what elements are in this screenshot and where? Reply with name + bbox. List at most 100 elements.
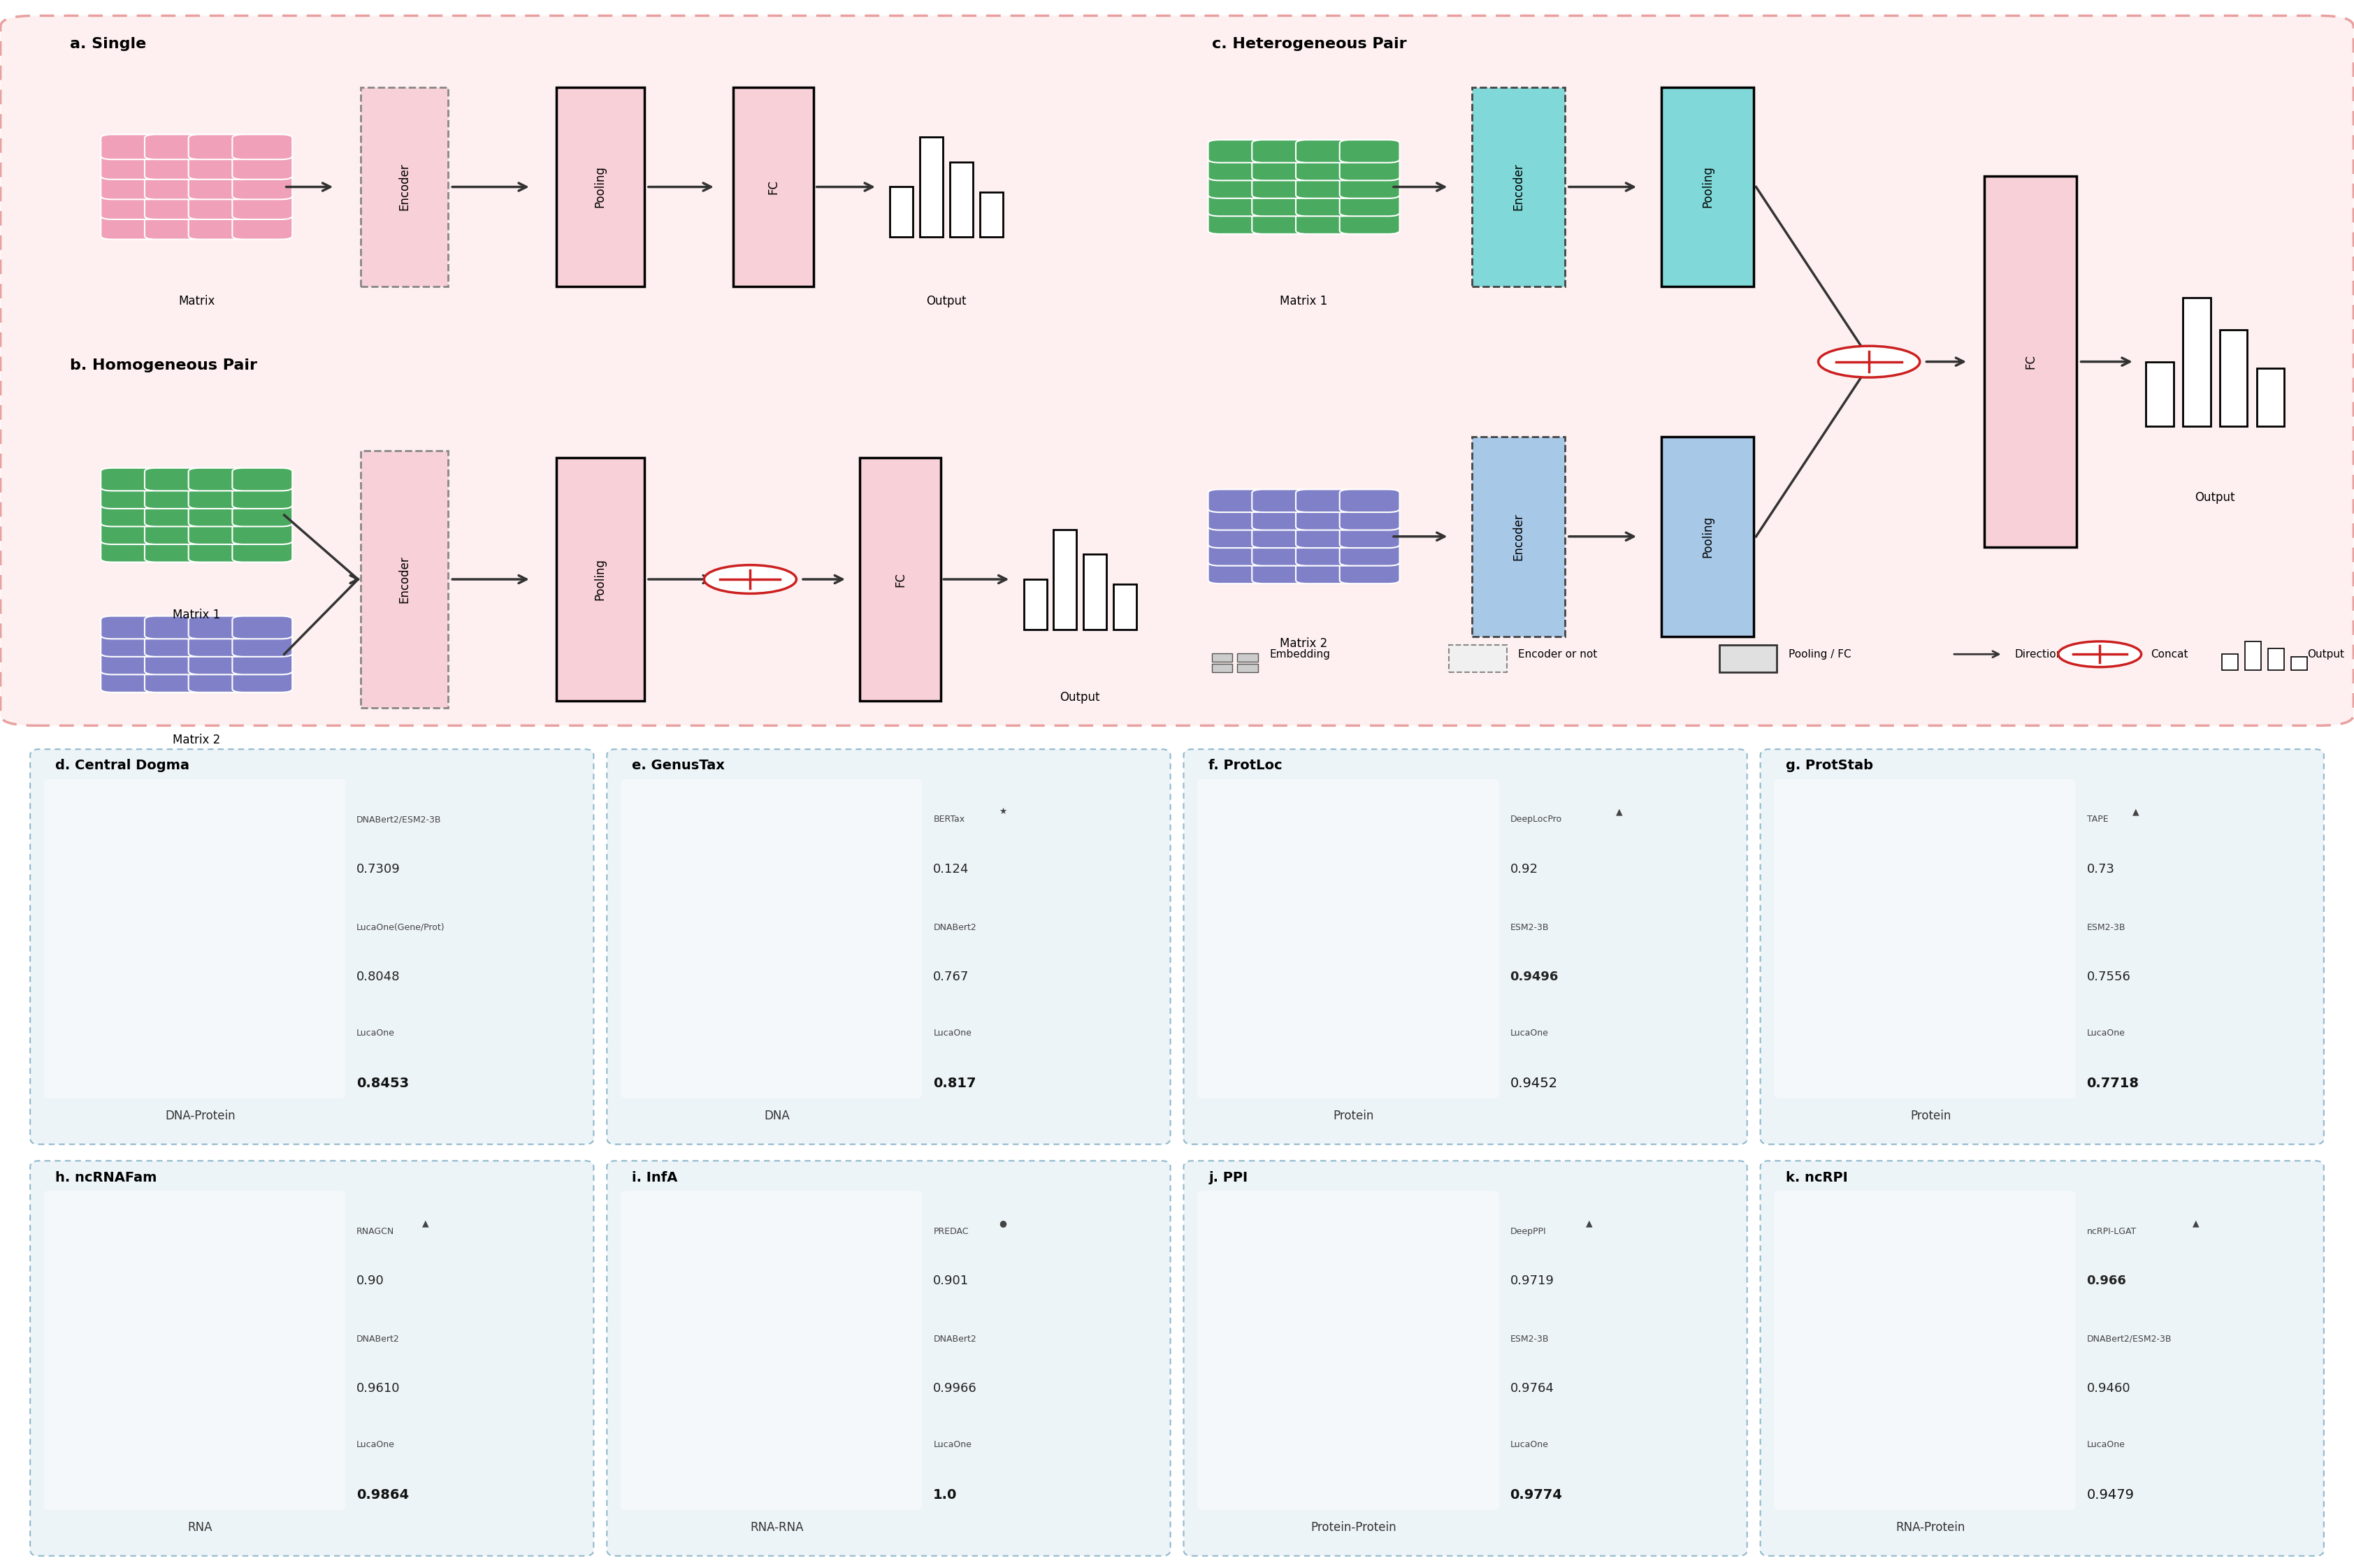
FancyBboxPatch shape — [144, 652, 205, 674]
Circle shape — [1817, 347, 1921, 378]
FancyBboxPatch shape — [144, 539, 205, 563]
Text: e. GenusTax: e. GenusTax — [631, 759, 725, 773]
FancyBboxPatch shape — [621, 779, 923, 1099]
Text: DNABert2: DNABert2 — [932, 1334, 977, 1344]
FancyBboxPatch shape — [233, 633, 292, 657]
FancyBboxPatch shape — [1252, 489, 1311, 513]
Text: DNA: DNA — [765, 1110, 791, 1123]
Text: DNABert2: DNABert2 — [355, 1334, 400, 1344]
FancyBboxPatch shape — [188, 174, 250, 199]
Text: a. Single: a. Single — [71, 38, 146, 52]
FancyBboxPatch shape — [859, 458, 942, 701]
Text: 0.7309: 0.7309 — [355, 862, 400, 875]
Bar — [2257, 368, 2283, 426]
FancyBboxPatch shape — [1208, 525, 1269, 547]
Text: 1.0: 1.0 — [932, 1488, 958, 1501]
Text: LucaOne: LucaOne — [355, 1439, 395, 1449]
Text: h. ncRNAFam: h. ncRNAFam — [54, 1171, 158, 1184]
FancyBboxPatch shape — [188, 503, 250, 527]
FancyBboxPatch shape — [144, 486, 205, 508]
FancyBboxPatch shape — [188, 633, 250, 657]
Text: j. PPI: j. PPI — [1208, 1171, 1248, 1184]
FancyBboxPatch shape — [360, 452, 447, 707]
Text: TAPE: TAPE — [2086, 815, 2109, 825]
Text: i. InfA: i. InfA — [631, 1171, 678, 1184]
Text: Embedding: Embedding — [1269, 649, 1330, 660]
FancyBboxPatch shape — [1718, 644, 1777, 673]
FancyBboxPatch shape — [101, 174, 160, 199]
FancyBboxPatch shape — [144, 215, 205, 240]
Bar — [1113, 585, 1137, 629]
FancyBboxPatch shape — [1252, 212, 1311, 234]
FancyBboxPatch shape — [144, 503, 205, 527]
Text: Concat: Concat — [2152, 649, 2187, 660]
Text: 0.901: 0.901 — [932, 1275, 970, 1287]
Bar — [2290, 657, 2307, 670]
FancyBboxPatch shape — [1471, 436, 1565, 637]
FancyBboxPatch shape — [101, 616, 160, 638]
FancyBboxPatch shape — [1208, 158, 1269, 180]
Text: Pooling: Pooling — [1702, 516, 1714, 558]
Text: Protein: Protein — [1332, 1110, 1375, 1123]
Text: Protein-Protein: Protein-Protein — [1311, 1521, 1396, 1534]
Text: LucaOne: LucaOne — [1509, 1029, 1549, 1038]
FancyBboxPatch shape — [188, 467, 250, 491]
Text: 0.9864: 0.9864 — [355, 1488, 410, 1501]
FancyBboxPatch shape — [45, 1190, 346, 1510]
Text: Output: Output — [925, 295, 967, 307]
FancyBboxPatch shape — [188, 486, 250, 508]
FancyBboxPatch shape — [233, 135, 292, 160]
FancyBboxPatch shape — [45, 779, 346, 1099]
Bar — [1024, 579, 1048, 629]
FancyBboxPatch shape — [144, 522, 205, 544]
FancyBboxPatch shape — [1662, 436, 1754, 637]
FancyBboxPatch shape — [144, 633, 205, 657]
FancyBboxPatch shape — [1252, 158, 1311, 180]
FancyBboxPatch shape — [144, 154, 205, 179]
FancyBboxPatch shape — [1295, 212, 1356, 234]
Text: ▲: ▲ — [2192, 1218, 2199, 1228]
FancyBboxPatch shape — [1450, 644, 1507, 673]
Text: 0.9452: 0.9452 — [1509, 1077, 1558, 1090]
FancyBboxPatch shape — [233, 522, 292, 544]
Bar — [2222, 654, 2239, 670]
FancyBboxPatch shape — [144, 194, 205, 220]
Text: ▲: ▲ — [2133, 808, 2140, 817]
Text: RNA: RNA — [188, 1521, 212, 1534]
Text: Pooling / FC: Pooling / FC — [1789, 649, 1850, 660]
FancyBboxPatch shape — [233, 174, 292, 199]
FancyBboxPatch shape — [233, 503, 292, 527]
Text: 0.9479: 0.9479 — [2086, 1488, 2135, 1501]
FancyBboxPatch shape — [101, 503, 160, 527]
FancyBboxPatch shape — [1208, 561, 1269, 583]
FancyBboxPatch shape — [1252, 506, 1311, 530]
Text: 0.7556: 0.7556 — [2086, 971, 2130, 983]
FancyBboxPatch shape — [188, 215, 250, 240]
Text: d. Central Dogma: d. Central Dogma — [54, 759, 188, 773]
FancyBboxPatch shape — [1295, 489, 1356, 513]
Text: b. Homogeneous Pair: b. Homogeneous Pair — [71, 358, 257, 372]
FancyBboxPatch shape — [1339, 212, 1401, 234]
Text: ▲: ▲ — [1587, 1218, 1594, 1228]
Text: 0.767: 0.767 — [932, 971, 970, 983]
FancyBboxPatch shape — [1339, 543, 1401, 566]
Text: Direction: Direction — [2015, 649, 2062, 660]
Text: ▲: ▲ — [1615, 808, 1622, 817]
FancyBboxPatch shape — [1295, 176, 1356, 198]
FancyBboxPatch shape — [188, 154, 250, 179]
FancyBboxPatch shape — [1252, 543, 1311, 566]
FancyBboxPatch shape — [101, 467, 160, 491]
Bar — [2147, 362, 2173, 426]
FancyBboxPatch shape — [101, 522, 160, 544]
Text: 0.90: 0.90 — [355, 1275, 384, 1287]
Text: LucaOne: LucaOne — [2086, 1439, 2126, 1449]
Text: g. ProtStab: g. ProtStab — [1784, 759, 1874, 773]
Text: 0.73: 0.73 — [2086, 862, 2114, 875]
Text: DNA-Protein: DNA-Protein — [165, 1110, 235, 1123]
Text: LucaOne(Gene/Prot): LucaOne(Gene/Prot) — [355, 924, 445, 931]
FancyBboxPatch shape — [1339, 193, 1401, 216]
FancyBboxPatch shape — [31, 1160, 593, 1555]
FancyBboxPatch shape — [1662, 86, 1754, 287]
Text: DNABert2: DNABert2 — [932, 924, 977, 931]
Text: BERTax: BERTax — [932, 815, 965, 825]
